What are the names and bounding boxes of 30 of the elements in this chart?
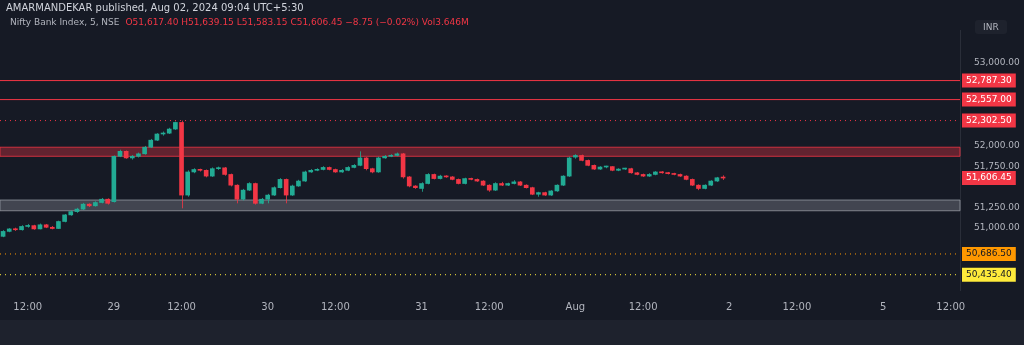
ref-line-label: 50,435.40	[966, 269, 1013, 280]
y-tick-label: 51,000.00	[974, 222, 1021, 233]
chart-title: Nifty Bank Index, 5, NSE	[10, 17, 120, 27]
x-tick-label: 30	[261, 300, 275, 312]
y-tick-label: 51,250.00	[974, 201, 1021, 212]
x-tick-label: 12:00	[13, 300, 43, 312]
ref-line-label: 52,787.30	[966, 74, 1013, 85]
x-tick-label: 29	[107, 300, 121, 312]
y-tick-label: 51,750.00	[974, 160, 1021, 171]
x-tick-label: 12:00	[782, 300, 812, 312]
candlestick	[185, 169, 191, 198]
x-tick-label: 2	[726, 300, 733, 312]
x-tick-label: 31	[415, 300, 428, 312]
text: 51,606.45	[966, 172, 1012, 183]
x-tick-label: 12:00	[936, 300, 966, 312]
ref-line-label: 52,302.50	[966, 114, 1013, 125]
x-tick-label: Aug	[565, 300, 586, 312]
ref-line-label: 50,686.50	[966, 248, 1013, 259]
text: AMARMANDEKAR published, Aug 02, 2024 09:04 UTC+5:30	[6, 2, 304, 13]
chart-subtitle: O51,617.40 H51,639.15 L51,583.15 C51,606.45 −8.75 (−0.02%) Vol3.646M	[125, 17, 469, 27]
candlestick	[566, 156, 572, 178]
y-axis-title: INR	[975, 20, 1007, 34]
y-tick-label: 52,000.00	[974, 139, 1021, 150]
x-tick-label: 5	[879, 300, 887, 312]
x-tick-label: 12:00	[474, 300, 504, 312]
ref-line-label: 52,557.00	[966, 93, 1013, 104]
x-tick-label: 12:00	[320, 300, 350, 312]
x-tick-label: 12:00	[628, 300, 658, 312]
y-tick-label: 53,000.00	[974, 57, 1021, 68]
x-tick-label: 12:00	[167, 300, 196, 312]
